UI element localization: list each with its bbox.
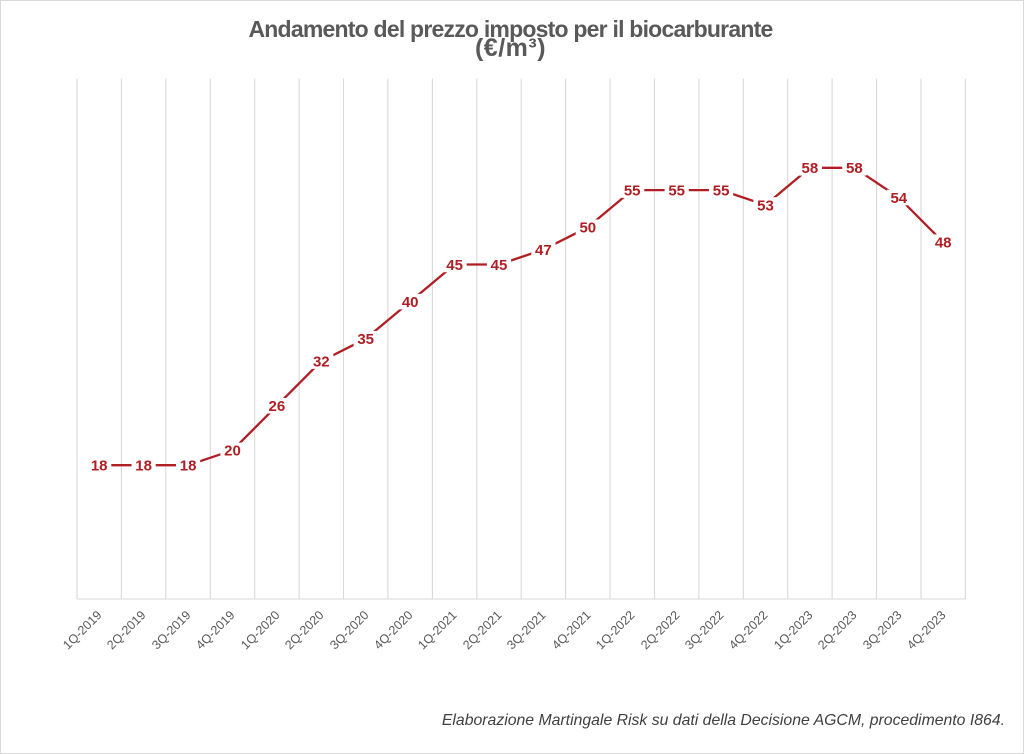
svg-text:55: 55 bbox=[713, 183, 730, 200]
svg-text:48: 48 bbox=[935, 235, 952, 252]
svg-text:55: 55 bbox=[624, 183, 641, 200]
svg-text:18: 18 bbox=[180, 458, 197, 475]
svg-text:58: 58 bbox=[846, 160, 863, 177]
svg-text:40: 40 bbox=[402, 294, 419, 311]
svg-text:18: 18 bbox=[135, 458, 152, 475]
svg-text:26: 26 bbox=[269, 398, 286, 415]
svg-text:53: 53 bbox=[757, 197, 774, 214]
svg-text:47: 47 bbox=[535, 242, 552, 259]
svg-text:45: 45 bbox=[491, 257, 508, 274]
svg-text:45: 45 bbox=[446, 257, 463, 274]
svg-text:55: 55 bbox=[668, 183, 685, 200]
svg-text:32: 32 bbox=[313, 354, 330, 371]
svg-text:20: 20 bbox=[224, 443, 241, 460]
svg-text:18: 18 bbox=[91, 458, 108, 475]
svg-text:35: 35 bbox=[357, 331, 374, 348]
svg-text:50: 50 bbox=[579, 220, 596, 237]
svg-text:54: 54 bbox=[890, 190, 907, 207]
svg-text:58: 58 bbox=[802, 160, 819, 177]
